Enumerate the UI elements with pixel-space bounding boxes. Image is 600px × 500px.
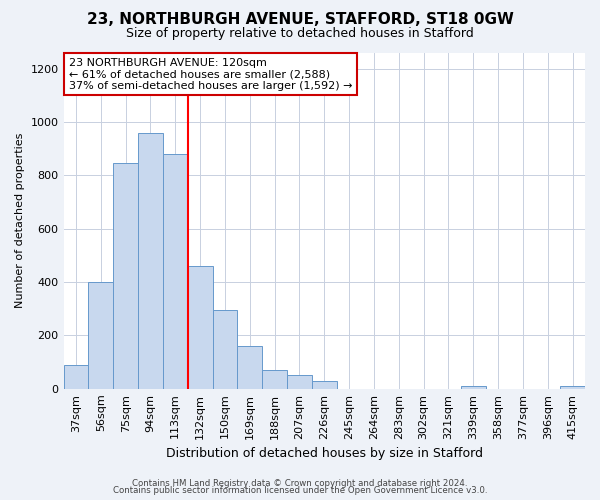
Bar: [188, 266, 212, 389]
Bar: [163, 154, 188, 389]
Text: Contains public sector information licensed under the Open Government Licence v3: Contains public sector information licen…: [113, 486, 487, 495]
Y-axis label: Number of detached properties: Number of detached properties: [15, 133, 25, 308]
Bar: [461, 386, 485, 389]
Text: 23, NORTHBURGH AVENUE, STAFFORD, ST18 0GW: 23, NORTHBURGH AVENUE, STAFFORD, ST18 0G…: [86, 12, 514, 28]
Bar: [212, 310, 238, 389]
X-axis label: Distribution of detached houses by size in Stafford: Distribution of detached houses by size …: [166, 447, 483, 460]
Bar: [113, 164, 138, 389]
Bar: [88, 282, 113, 389]
Bar: [262, 370, 287, 389]
Bar: [312, 381, 337, 389]
Text: 23 NORTHBURGH AVENUE: 120sqm
← 61% of detached houses are smaller (2,588)
37% of: 23 NORTHBURGH AVENUE: 120sqm ← 61% of de…: [69, 58, 352, 90]
Bar: [138, 132, 163, 389]
Bar: [560, 386, 585, 389]
Bar: [238, 346, 262, 389]
Text: Contains HM Land Registry data © Crown copyright and database right 2024.: Contains HM Land Registry data © Crown c…: [132, 478, 468, 488]
Bar: [287, 376, 312, 389]
Text: Size of property relative to detached houses in Stafford: Size of property relative to detached ho…: [126, 28, 474, 40]
Bar: [64, 365, 88, 389]
